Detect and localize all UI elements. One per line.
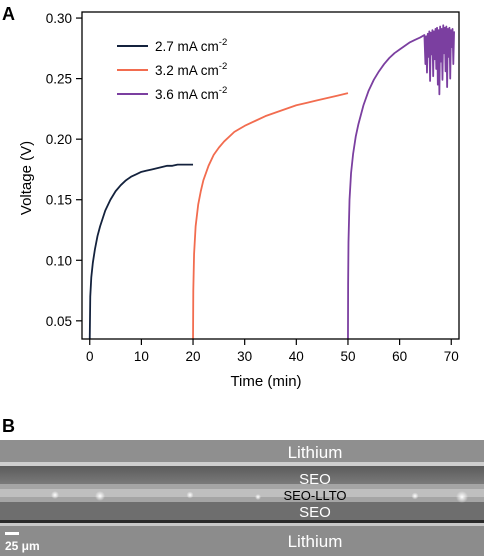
x-tick-label: 0 bbox=[86, 349, 94, 364]
particle bbox=[186, 491, 194, 499]
particle bbox=[95, 491, 105, 501]
lithium-bottom-region bbox=[0, 526, 484, 556]
label-seo-bottom: SEO bbox=[299, 504, 331, 521]
series-line-1 bbox=[88, 163, 194, 340]
legend: 2.7 mA cm-2 3.2 mA cm-2 3.6 mA cm-2 bbox=[117, 37, 227, 102]
x-tick-label: 50 bbox=[340, 349, 355, 364]
y-tick-label: 0.05 bbox=[46, 314, 72, 329]
x-tick-label: 20 bbox=[186, 349, 201, 364]
label-lithium-top: Lithium bbox=[288, 443, 343, 462]
series-line-2 bbox=[192, 92, 349, 340]
voltage-chart: 0 10 20 30 40 50 60 70 0.05 0.10 0.15 0.20 0.25 0.30… bbox=[18, 11, 460, 390]
y-tick-label: 0.20 bbox=[46, 132, 72, 147]
y-tick-label: 0.15 bbox=[46, 193, 72, 208]
seo-bottom-band bbox=[0, 502, 484, 522]
series-layer bbox=[88, 24, 455, 340]
panel-b-letter: B bbox=[2, 416, 15, 436]
label-seo-top: SEO bbox=[299, 471, 331, 488]
y-tick-label: 0.30 bbox=[46, 11, 72, 26]
scale-bar-label: 25 μm bbox=[5, 539, 40, 553]
y-ticks: 0.05 0.10 0.15 0.20 0.25 0.30 bbox=[46, 11, 82, 329]
particle bbox=[255, 494, 261, 500]
interface-bottom bbox=[0, 520, 484, 523]
micrograph-image: Lithium SEO SEO-LLTO SEO Lithium 25 μm bbox=[0, 440, 484, 556]
particle bbox=[411, 492, 419, 500]
particle bbox=[456, 491, 468, 503]
particle bbox=[51, 491, 59, 499]
y-axis-label: Voltage (V) bbox=[18, 141, 35, 215]
series-line-3 bbox=[347, 24, 455, 340]
y-tick-label: 0.25 bbox=[46, 72, 72, 87]
x-axis-label: Time (min) bbox=[230, 373, 301, 390]
interface-bottom-light bbox=[0, 523, 484, 526]
label-seo-llto: SEO-LLTO bbox=[283, 488, 346, 503]
label-lithium-bottom: Lithium bbox=[288, 532, 343, 551]
seo-top-band bbox=[0, 466, 484, 484]
interface-top bbox=[0, 462, 484, 466]
seo-llto-core bbox=[0, 489, 484, 497]
x-tick-label: 60 bbox=[392, 349, 407, 364]
x-tick-label: 40 bbox=[289, 349, 304, 364]
legend-label-2: 3.2 mA cm-2 bbox=[155, 61, 227, 78]
panel-a-letter: A bbox=[2, 4, 15, 24]
legend-label-1: 2.7 mA cm-2 bbox=[155, 37, 227, 54]
x-tick-label: 70 bbox=[444, 349, 459, 364]
x-tick-label: 10 bbox=[134, 349, 149, 364]
x-tick-label: 30 bbox=[237, 349, 252, 364]
lithium-top-region bbox=[0, 440, 484, 464]
x-ticks: 0 10 20 30 40 50 60 70 bbox=[86, 339, 459, 364]
y-tick-label: 0.10 bbox=[46, 253, 72, 268]
legend-label-3: 3.6 mA cm-2 bbox=[155, 85, 227, 102]
plot-frame bbox=[81, 11, 460, 340]
scale-bar bbox=[5, 532, 19, 535]
